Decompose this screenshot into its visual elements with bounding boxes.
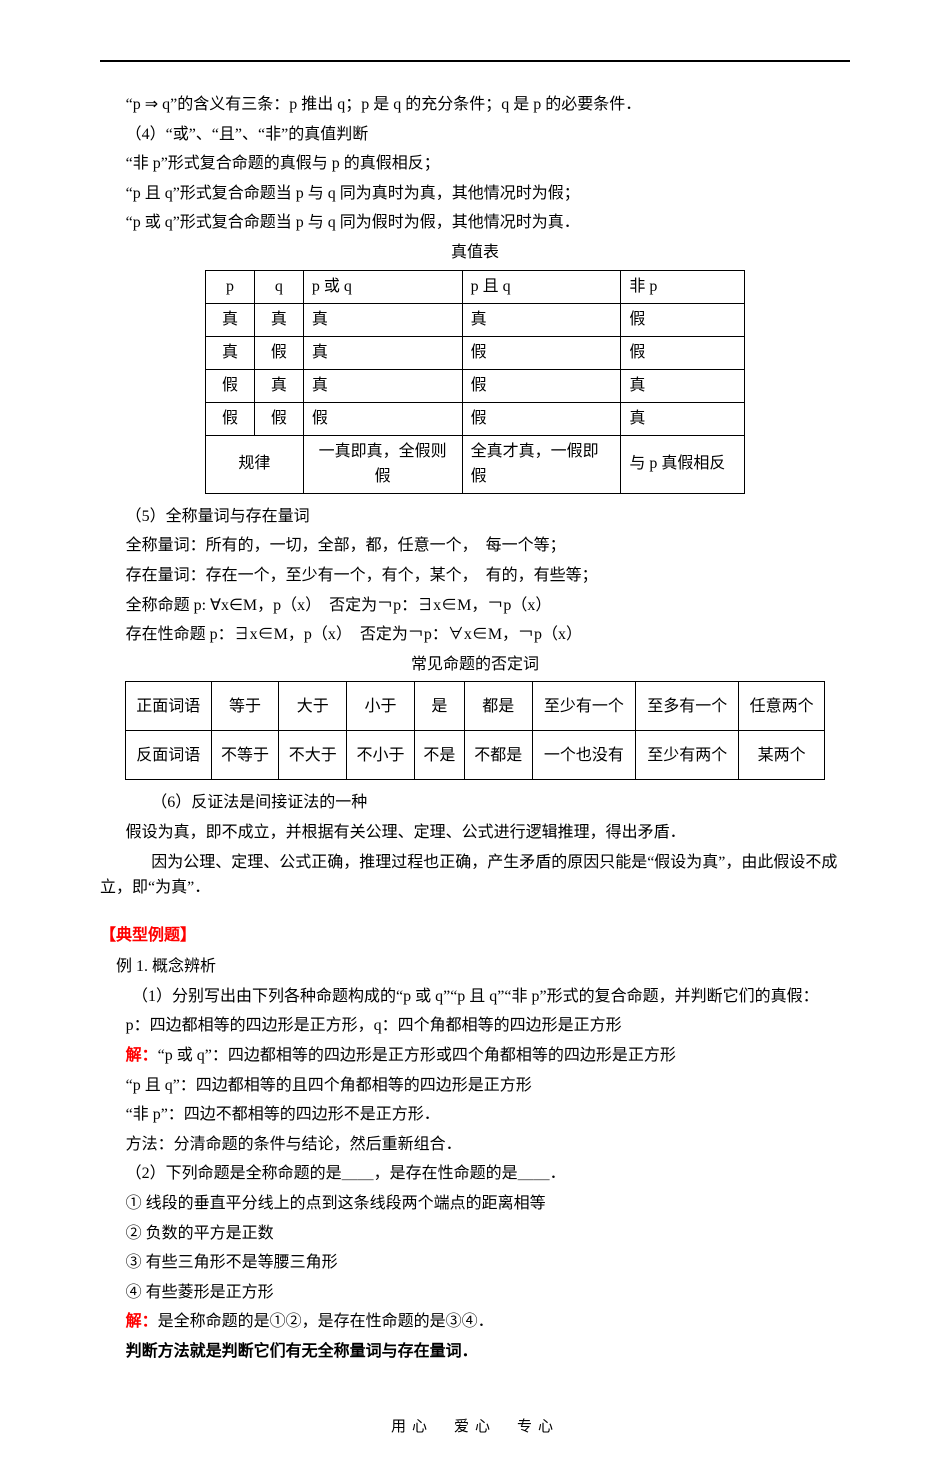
cell: 至少有两个 xyxy=(636,731,739,780)
table-row: 规律 一真即真，全假则假 全真才真，一假即假 与 p 真假相反 xyxy=(206,435,745,493)
th-p: p xyxy=(206,270,255,303)
th-not: 非 p xyxy=(621,270,745,303)
cell: 真 xyxy=(254,369,303,402)
table-row: 反面词语 不等于 不大于 不小于 不是 不都是 一个也没有 至少有两个 某两个 xyxy=(126,731,825,780)
text-line: 全称命题 p: ∀x∈M，p（x） 否定为￢p：∃x∈M，￢p（x） xyxy=(100,593,850,619)
answer-text: 是全称命题的是①②，是存在性命题的是③④． xyxy=(158,1313,494,1330)
table-row: 正面词语 等于 大于 小于 是 都是 至少有一个 至多有一个 任意两个 xyxy=(126,682,825,731)
cell: 不都是 xyxy=(464,731,532,780)
text-line: p：四边都相等的四边形是正方形，q：四个角都相等的四边形是正方形 xyxy=(100,1013,850,1039)
list-item: ③ 有些三角形不是等腰三角形 xyxy=(100,1250,850,1276)
cell: 真 xyxy=(206,336,255,369)
list-item: ④ 有些菱形是正方形 xyxy=(100,1280,850,1306)
cell: 小于 xyxy=(347,682,415,731)
document-page: “p ⇒ q”的含义有三条：p 推出 q；p 是 q 的充分条件；q 是 p 的… xyxy=(0,0,950,1479)
page-footer: 用心 爱心 专心 xyxy=(100,1415,850,1439)
text-line: 存在量词：存在一个，至少有一个，有个，某个， 有的，有些等； xyxy=(100,563,850,589)
cell: 正面词语 xyxy=(126,682,212,731)
cell: 真 xyxy=(462,303,621,336)
cell: 假 xyxy=(462,336,621,369)
cell: 任意两个 xyxy=(739,682,825,731)
negation-table-title: 常见命题的否定词 xyxy=(100,652,850,678)
text-line: 全称量词：所有的，一切，全部，都，任意一个， 每一个等； xyxy=(100,533,850,559)
text-line: “非 p”：四边不都相等的四边形不是正方形． xyxy=(100,1102,850,1128)
th-or: p 或 q xyxy=(303,270,462,303)
text-line: 存在性命题 p：∃x∈M，p（x） 否定为￢p：∀x∈M，￢p（x） xyxy=(100,622,850,648)
cell: 真 xyxy=(303,369,462,402)
cell: 反面词语 xyxy=(126,731,212,780)
text-line: “p 且 q”：四边都相等的且四个角都相等的四边形是正方形 xyxy=(100,1073,850,1099)
cell: 假 xyxy=(621,303,745,336)
example-title: 例 1. 概念辨析 xyxy=(100,954,850,980)
text-line: （4）“或”、“且”、“非”的真值判断 xyxy=(100,122,850,148)
list-item: ② 负数的平方是正数 xyxy=(100,1221,850,1247)
examples-header: 【典型例题】 xyxy=(100,923,850,949)
cell: 假 xyxy=(206,369,255,402)
cell: 假 xyxy=(462,369,621,402)
cell: 假 xyxy=(462,402,621,435)
cell: 真 xyxy=(254,303,303,336)
text-line: “p 或 q”形式复合命题当 p 与 q 同为假时为假，其他情况时为真． xyxy=(100,210,850,236)
cell: 是 xyxy=(414,682,464,731)
cell-rule-label: 规律 xyxy=(206,435,304,493)
cell: 假 xyxy=(206,402,255,435)
list-item: ① 线段的垂直平分线上的点到这条线段两个端点的距离相等 xyxy=(100,1191,850,1217)
text-line: 假设为真，即不成立，并根据有关公理、定理、公式进行逻辑推理，得出矛盾． xyxy=(100,820,850,846)
conclusion: 判断方法就是判断它们有无全称量词与存在量词． xyxy=(100,1339,850,1365)
question-text: （1）分别写出由下列各种命题构成的“p 或 q”“p 且 q”“非 p”形式的复… xyxy=(100,984,850,1010)
truth-table-title: 真值表 xyxy=(100,240,850,266)
table-row: 真 假 真 假 假 xyxy=(206,336,745,369)
answer-text: “p 或 q”：四边都相等的四边形是正方形或四个角都相等的四边形是正方形 xyxy=(158,1047,676,1064)
table-row: p q p 或 q p 且 q 非 p xyxy=(206,270,745,303)
answer-label: 解： xyxy=(126,1047,158,1064)
table-row: 真 真 真 真 假 xyxy=(206,303,745,336)
text-line: 方法：分清命题的条件与结论，然后重新组合． xyxy=(100,1132,850,1158)
cell: 真 xyxy=(621,402,745,435)
cell: 至多有一个 xyxy=(636,682,739,731)
negation-table: 正面词语 等于 大于 小于 是 都是 至少有一个 至多有一个 任意两个 反面词语… xyxy=(125,681,825,780)
cell: 不大于 xyxy=(279,731,347,780)
text-line: “p 且 q”形式复合命题当 p 与 q 同为真时为真，其他情况时为假； xyxy=(100,181,850,207)
cell: 不等于 xyxy=(211,731,279,780)
cell: 至少有一个 xyxy=(532,682,635,731)
text-line: 因为公理、定理、公式正确，推理过程也正确，产生矛盾的原因只能是“假设为真”，由此… xyxy=(100,850,850,901)
cell: 假 xyxy=(621,336,745,369)
answer-line: 解：是全称命题的是①②，是存在性命题的是③④． xyxy=(100,1309,850,1335)
cell: 大于 xyxy=(279,682,347,731)
cell: 都是 xyxy=(464,682,532,731)
text-line: （5）全称量词与存在量词 xyxy=(100,504,850,530)
cell: 真 xyxy=(303,336,462,369)
answer-line: 解：“p 或 q”：四边都相等的四边形是正方形或四个角都相等的四边形是正方形 xyxy=(100,1043,850,1069)
cell-rule-not: 与 p 真假相反 xyxy=(621,435,745,493)
cell: 不小于 xyxy=(347,731,415,780)
table-row: 假 假 假 假 真 xyxy=(206,402,745,435)
top-rule xyxy=(100,60,850,62)
cell: 某两个 xyxy=(739,731,825,780)
cell: 不是 xyxy=(414,731,464,780)
text-line: “非 p”形式复合命题的真假与 p 的真假相反； xyxy=(100,151,850,177)
text-line: （6）反证法是间接证法的一种 xyxy=(100,790,850,816)
cell: 真 xyxy=(206,303,255,336)
th-and: p 且 q xyxy=(462,270,621,303)
cell: 等于 xyxy=(211,682,279,731)
table-row: 假 真 真 假 真 xyxy=(206,369,745,402)
cell: 假 xyxy=(254,402,303,435)
question-text: （2）下列命题是全称命题的是＿＿，是存在性命题的是＿＿． xyxy=(100,1161,850,1187)
cell-rule-and: 全真才真，一假即假 xyxy=(462,435,621,493)
th-q: q xyxy=(254,270,303,303)
cell: 假 xyxy=(303,402,462,435)
truth-table: p q p 或 q p 且 q 非 p 真 真 真 真 假 真 假 真 假 假 … xyxy=(205,270,745,494)
answer-label: 解： xyxy=(126,1313,158,1330)
cell: 假 xyxy=(254,336,303,369)
cell: 一个也没有 xyxy=(532,731,635,780)
cell: 真 xyxy=(303,303,462,336)
cell-rule-or: 一真即真，全假则假 xyxy=(303,435,462,493)
cell: 真 xyxy=(621,369,745,402)
text-line: “p ⇒ q”的含义有三条：p 推出 q；p 是 q 的充分条件；q 是 p 的… xyxy=(100,92,850,118)
